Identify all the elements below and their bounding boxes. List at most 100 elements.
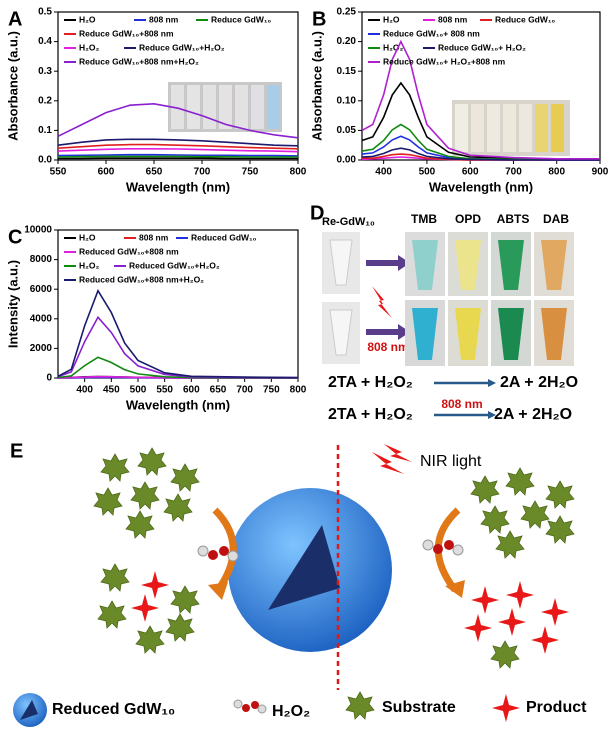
panel-label: E xyxy=(10,440,23,462)
x-tick-label: 800 xyxy=(548,167,565,178)
plot-frame xyxy=(57,11,299,161)
x-tick-label: 500 xyxy=(130,385,147,396)
panel-d: D Re-GdW₁₀ TMB OPD ABTS DAB 808 nm 2TA +… xyxy=(310,202,578,423)
x-tick-label: 550 xyxy=(50,167,67,178)
h2o2-molecule xyxy=(422,539,464,556)
data-line xyxy=(57,155,298,158)
x-tick-label: 400 xyxy=(76,385,93,396)
substrate-label: TMB xyxy=(411,212,437,226)
x-tick-label: 650 xyxy=(210,385,227,396)
x-tick-label: 550 xyxy=(156,385,173,396)
y-tick-label: 0.10 xyxy=(337,95,357,106)
panel-label: A xyxy=(8,8,22,30)
y-tick-label: 6000 xyxy=(30,284,53,295)
x-axis-label: Wavelength (nm) xyxy=(126,397,230,412)
x-tick-label: 450 xyxy=(103,385,120,396)
legend-label: H₂O xyxy=(383,14,400,24)
y-tick-label: 4000 xyxy=(30,313,53,324)
legend-label: Reduce GdW₁₀+808 nm+H₂O₂ xyxy=(79,56,199,66)
x-tick-label: 800 xyxy=(290,385,307,396)
x-tick-label: 700 xyxy=(236,385,253,396)
equation-right: 2A + 2H₂O xyxy=(494,406,572,423)
data-line xyxy=(361,147,600,161)
y-tick-label: 0.05 xyxy=(337,125,357,136)
y-tick-label: 0.1 xyxy=(38,125,52,136)
legend-label: Reduced GdW₁₀+H₂O₂ xyxy=(129,260,220,270)
y-tick-label: 0.15 xyxy=(337,66,357,77)
legend-label: Reduced GdW₁₀+808 nm+H₂O₂ xyxy=(79,274,204,284)
legend-label: 808 nm xyxy=(438,14,468,24)
y-axis-label: Intensity (a.u.) xyxy=(5,260,20,348)
legend-label: Reduce GdW₁₀ xyxy=(211,14,271,24)
y-tick-label: 0 xyxy=(46,373,52,384)
panel-label: D xyxy=(310,202,324,224)
legend-label: Reduce GdW₁₀ xyxy=(495,14,555,24)
legend-label: Reduce GdW₁₀+H₂O₂ xyxy=(139,42,225,52)
x-tick-label: 500 xyxy=(419,167,436,178)
x-tick-label: 600 xyxy=(462,167,479,178)
x-tick-label: 650 xyxy=(146,167,163,178)
y-tick-label: 0.3 xyxy=(38,66,52,77)
x-axis-label: Wavelength (nm) xyxy=(429,179,533,194)
x-tick-label: 800 xyxy=(290,167,307,178)
x-tick-label: 400 xyxy=(375,167,392,178)
light-label: NIR light xyxy=(420,453,482,470)
legend-label: Product xyxy=(526,699,587,716)
legend-label: Reduce GdW₁₀+ H₂O₂+808 nm xyxy=(383,56,506,66)
y-tick-label: 0.5 xyxy=(38,7,52,18)
x-tick-label: 750 xyxy=(242,167,259,178)
y-tick-label: 0.4 xyxy=(38,36,52,47)
legend-label: Reduced GdW₁₀+808 nm xyxy=(79,246,179,256)
x-axis-label: Wavelength (nm) xyxy=(126,179,230,194)
y-tick-label: 0.20 xyxy=(337,36,357,47)
x-tick-label: 750 xyxy=(263,385,280,396)
legend-label: 808 nm xyxy=(139,232,169,242)
y-tick-label: 10000 xyxy=(24,225,52,236)
legend-label: Reduced GdW₁₀ xyxy=(191,232,257,242)
h2o2-molecule xyxy=(197,545,239,562)
data-line xyxy=(361,39,600,160)
data-line xyxy=(57,102,299,139)
legend-label: H₂O₂ xyxy=(79,42,100,52)
legend-label: H₂O xyxy=(79,232,96,242)
light-label: 808 nm xyxy=(367,340,408,354)
legend-label: H₂O xyxy=(79,14,96,24)
legend-label: H₂O₂ xyxy=(272,703,310,720)
legend-label: Reduce GdW₁₀+ 808 nm xyxy=(383,28,480,38)
data-line xyxy=(57,143,299,150)
legend-label: Reduce GdW₁₀+808 nm xyxy=(79,28,174,38)
y-tick-label: 0.25 xyxy=(337,7,357,18)
legend-label: H₂O₂ xyxy=(79,260,100,270)
y-tick-label: 0.0 xyxy=(38,155,52,166)
legend-label: Reduced GdW₁₀ xyxy=(52,701,175,718)
y-tick-label: 8000 xyxy=(30,254,53,265)
sample-label: Re-GdW₁₀ xyxy=(322,216,375,228)
substrate-label: OPD xyxy=(455,212,481,226)
x-tick-label: 700 xyxy=(505,167,522,178)
data-line xyxy=(57,153,299,157)
data-line xyxy=(57,138,299,147)
panel-e: E NIR light Reduced GdW₁₀ H₂O₂ Substrate… xyxy=(10,440,587,727)
legend-label: Reduce GdW₁₀+ H₂O₂ xyxy=(438,42,526,52)
cuvette-photo xyxy=(168,82,282,132)
y-tick-label: 0.00 xyxy=(337,155,357,166)
data-line xyxy=(57,288,299,379)
legend-label: Substrate xyxy=(382,699,456,716)
cuvette-photo xyxy=(452,100,570,156)
x-tick-label: 900 xyxy=(592,167,609,178)
panel-label: B xyxy=(312,8,326,30)
y-axis-label: Absorbance (a.u.) xyxy=(309,31,324,141)
substrate-label: ABTS xyxy=(497,212,530,226)
equation-left: 2TA + H₂O₂ xyxy=(328,406,413,423)
panel-label: C xyxy=(8,226,22,248)
y-tick-label: 0.2 xyxy=(38,95,52,106)
y-axis-label: Absorbance (a.u.) xyxy=(5,31,20,141)
legend-label: 808 nm xyxy=(149,14,179,24)
equation-right: 2A + 2H₂O xyxy=(500,374,578,391)
equation-condition: 808 nm xyxy=(441,397,482,411)
substrate-label: DAB xyxy=(543,212,569,226)
data-line xyxy=(57,148,299,153)
legend-label: H₂O₂ xyxy=(383,42,404,52)
x-tick-label: 700 xyxy=(194,167,211,178)
